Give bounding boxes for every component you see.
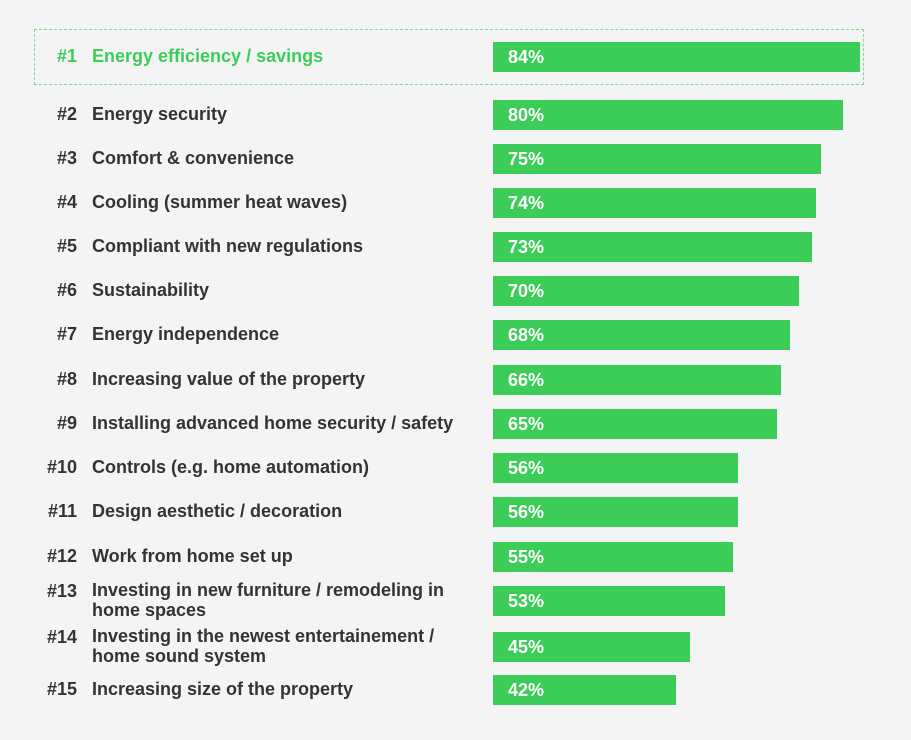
rank-label: #15 bbox=[46, 679, 77, 699]
bar-value-label: 55% bbox=[508, 547, 545, 567]
bar-value-label: 65% bbox=[508, 414, 545, 434]
bar: 70% bbox=[493, 276, 799, 306]
category-label: Work from home set up bbox=[92, 546, 293, 566]
category-label: Cooling (summer heat waves) bbox=[92, 192, 348, 212]
bar: 75% bbox=[493, 144, 821, 174]
rank-label: #9 bbox=[56, 413, 77, 433]
bar: 65% bbox=[493, 409, 777, 439]
category-label: Energy security bbox=[92, 104, 228, 124]
bar: 55% bbox=[493, 542, 733, 572]
category-label: Sustainability bbox=[92, 280, 210, 300]
category-label: Energy efficiency / savings bbox=[92, 46, 324, 66]
category-label: Increasing size of the property bbox=[92, 679, 354, 699]
category-label: Increasing value of the property bbox=[92, 369, 366, 389]
category-label: Design aesthetic / decoration bbox=[92, 501, 343, 521]
bar: 56% bbox=[493, 453, 738, 483]
rank-label: #12 bbox=[46, 546, 77, 566]
bar-value-label: 80% bbox=[508, 105, 545, 125]
bar: 68% bbox=[493, 320, 790, 350]
bar-value-label: 53% bbox=[508, 591, 545, 611]
bar-value-label: 70% bbox=[508, 281, 545, 301]
rank-label: #10 bbox=[46, 457, 77, 477]
bar-value-label: 84% bbox=[508, 47, 545, 67]
rank-label: #3 bbox=[56, 148, 77, 168]
bar: 74% bbox=[493, 188, 816, 218]
bar-value-label: 73% bbox=[508, 237, 545, 257]
category-label: Installing advanced home security / safe… bbox=[92, 413, 454, 433]
category-label: Controls (e.g. home automation) bbox=[92, 457, 369, 477]
bar-value-label: 66% bbox=[508, 370, 545, 390]
bar-value-label: 74% bbox=[508, 193, 545, 213]
bar-value-label: 75% bbox=[508, 149, 545, 169]
top-item-highlight-box bbox=[34, 29, 864, 85]
rank-label: #14 bbox=[46, 627, 77, 647]
bar: 84% bbox=[493, 42, 860, 72]
rank-label: #6 bbox=[56, 280, 77, 300]
rank-label: #2 bbox=[56, 104, 77, 124]
rank-label: #5 bbox=[56, 236, 77, 256]
bar-value-label: 56% bbox=[508, 458, 545, 478]
bar-value-label: 56% bbox=[508, 502, 545, 522]
bar: 73% bbox=[493, 232, 812, 262]
rank-label: #13 bbox=[46, 581, 77, 601]
bar: 66% bbox=[493, 365, 781, 395]
category-label: Investing in new furniture / remodeling … bbox=[92, 580, 445, 620]
category-label: Energy independence bbox=[92, 324, 280, 344]
category-label: Comfort & convenience bbox=[92, 148, 295, 168]
category-label: Investing in the newest entertainement /… bbox=[92, 626, 435, 666]
bar: 53% bbox=[493, 586, 725, 616]
bar: 56% bbox=[493, 497, 738, 527]
rank-label: #1 bbox=[56, 46, 77, 66]
rank-label: #8 bbox=[56, 369, 77, 389]
bar: 80% bbox=[493, 100, 843, 130]
bar: 42% bbox=[493, 675, 676, 705]
bar: 45% bbox=[493, 632, 690, 662]
rank-label: #11 bbox=[47, 501, 77, 521]
bar-value-label: 68% bbox=[508, 325, 545, 345]
bar-value-label: 45% bbox=[508, 637, 545, 657]
rank-label: #7 bbox=[56, 324, 77, 344]
rank-label: #4 bbox=[56, 192, 77, 212]
category-label: Compliant with new regulations bbox=[92, 236, 364, 256]
bar-value-label: 42% bbox=[508, 680, 545, 700]
